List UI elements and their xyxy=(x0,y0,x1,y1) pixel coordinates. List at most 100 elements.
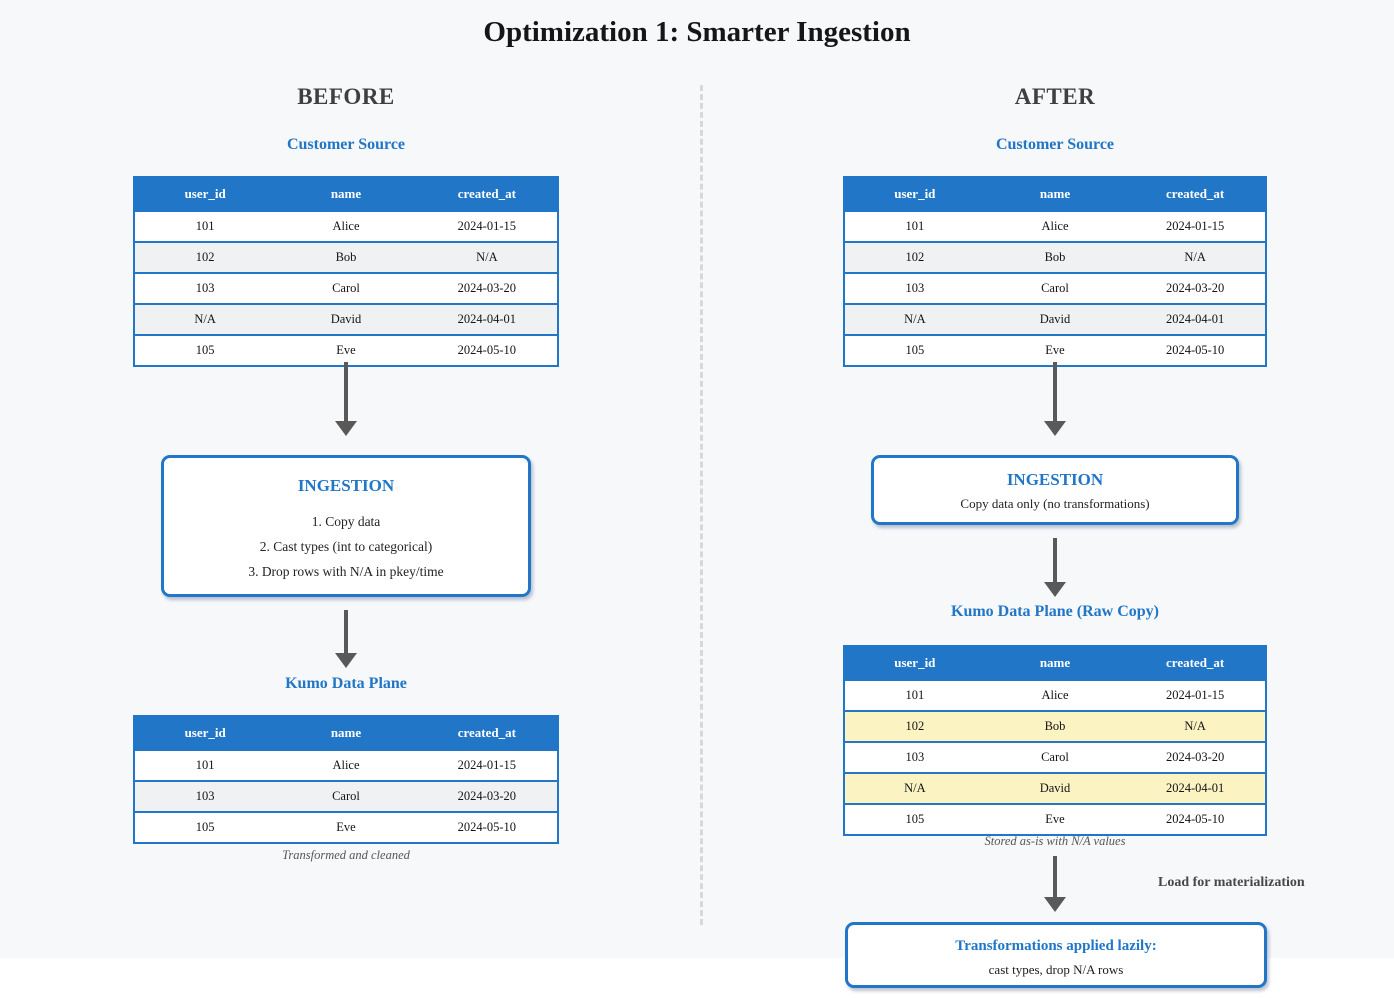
table-row: 102 Bob N/A xyxy=(844,710,1266,742)
before-heading: BEFORE xyxy=(297,84,395,109)
flow-arrow xyxy=(335,610,357,668)
table-cell: 2024-01-15 xyxy=(1125,210,1266,242)
table-cell: 101 xyxy=(134,749,276,781)
table-cell: 103 xyxy=(844,272,985,304)
arrow-stem xyxy=(1053,362,1057,421)
table-cell: N/A xyxy=(1125,241,1266,273)
ingestion-step: 3. Drop rows with N/A in pkey/time xyxy=(248,564,444,579)
arrow-head-icon xyxy=(1044,582,1066,597)
after-source-table: user_id name created_at 101 Alice 2024-01-15 1… xyxy=(843,176,1267,367)
after-ingestion-title: INGESTION xyxy=(1006,470,1104,489)
table-cell: 2024-05-10 xyxy=(1125,803,1266,835)
table-row: 103 Carol 2024-03-20 xyxy=(134,780,558,812)
table-row: N/A David 2024-04-01 xyxy=(134,303,558,335)
table-row: 103 Carol 2024-03-20 xyxy=(844,272,1266,304)
table-header-row: user_id name created_at xyxy=(134,716,558,750)
column-header: name xyxy=(984,177,1126,211)
table-cell: 101 xyxy=(844,210,985,242)
flow-arrow xyxy=(335,362,357,436)
table-cell: 105 xyxy=(844,803,985,835)
column-header: created_at xyxy=(416,716,558,750)
before-after-divider xyxy=(700,85,703,925)
table-cell: Alice xyxy=(275,210,417,242)
lazy-box-title: Transformations applied lazily: xyxy=(955,938,1157,954)
table-cell: 2024-01-15 xyxy=(416,210,558,242)
lazy-transformations-box: Transformations applied lazily: cast typ… xyxy=(845,922,1267,988)
table-cell: Eve xyxy=(984,334,1126,366)
table-cell: David xyxy=(275,303,417,335)
table-cell: N/A xyxy=(1125,710,1266,742)
ingestion-step: 2. Cast types (int to categorical) xyxy=(259,539,433,554)
table-row: N/A David 2024-04-01 xyxy=(844,303,1266,335)
table-cell: 105 xyxy=(844,334,985,366)
materialization-arrow-label: Load for materialization xyxy=(1158,875,1305,890)
table-cell: Carol xyxy=(984,272,1126,304)
column-header: user_id xyxy=(844,646,985,680)
page-title: Optimization 1: Smarter Ingestion xyxy=(483,16,911,48)
table-row: 103 Carol 2024-03-20 xyxy=(844,741,1266,773)
table-cell: 2024-03-20 xyxy=(1125,272,1266,304)
table-row: 101 Alice 2024-01-15 xyxy=(134,210,558,242)
table-cell: Carol xyxy=(984,741,1126,773)
table-row: 103 Carol 2024-03-20 xyxy=(134,272,558,304)
table-cell: 105 xyxy=(134,334,276,366)
table-cell: Eve xyxy=(275,334,417,366)
table-row: 105 Eve 2024-05-10 xyxy=(134,334,558,366)
after-heading: AFTER xyxy=(1014,84,1096,109)
table-cell: 2024-05-10 xyxy=(1125,334,1266,366)
table-cell: 2024-04-01 xyxy=(1125,303,1266,335)
arrow-stem xyxy=(344,610,348,653)
table-cell: 102 xyxy=(134,241,276,273)
after-ingestion-subtitle: Copy data only (no transformations) xyxy=(960,496,1150,511)
table-cell: Eve xyxy=(275,811,417,843)
table-cell: 2024-04-01 xyxy=(416,303,558,335)
table-cell: David xyxy=(984,303,1126,335)
table-cell: Bob xyxy=(275,241,417,273)
arrow-head-icon xyxy=(1044,421,1066,436)
table-header-row: user_id name created_at xyxy=(134,177,558,211)
table-cell: N/A xyxy=(844,772,985,804)
before-source-table-title: Customer Source xyxy=(286,136,406,153)
after-source-table-title: Customer Source xyxy=(995,136,1115,153)
arrow-stem xyxy=(344,362,348,421)
table-row: N/A David 2024-04-01 xyxy=(844,772,1266,804)
table-cell: N/A xyxy=(416,241,558,273)
table-row: 105 Eve 2024-05-10 xyxy=(134,811,558,843)
table-cell: 105 xyxy=(134,811,276,843)
table-row: 102 Bob N/A xyxy=(844,241,1266,273)
column-header: user_id xyxy=(134,177,276,211)
ingestion-step: 1. Copy data xyxy=(311,514,381,529)
table-cell: 101 xyxy=(844,679,985,711)
arrow-head-icon xyxy=(1044,897,1066,912)
table-row: 101 Alice 2024-01-15 xyxy=(844,210,1266,242)
before-result-table-title: Kumo Data Plane xyxy=(285,675,407,692)
column-header: user_id xyxy=(844,177,985,211)
after-result-table-title: Kumo Data Plane (Raw Copy) xyxy=(951,603,1159,620)
arrow-stem xyxy=(1053,538,1057,582)
table-cell: 2024-04-01 xyxy=(1125,772,1266,804)
before-source-table: user_id name created_at 101 Alice 2024-01-15 1… xyxy=(133,176,559,367)
before-ingestion-title: INGESTION xyxy=(297,476,395,495)
column-header: created_at xyxy=(416,177,558,211)
table-cell: Bob xyxy=(984,710,1126,742)
table-cell: 101 xyxy=(134,210,276,242)
table-cell: Carol xyxy=(275,272,417,304)
table-cell: 2024-03-20 xyxy=(1125,741,1266,773)
after-ingestion-box: INGESTION Copy data only (no transformat… xyxy=(871,455,1239,525)
before-ingestion-box: INGESTION 1. Copy data 2. Cast types (in… xyxy=(161,455,531,597)
table-cell: 2024-01-15 xyxy=(416,749,558,781)
lazy-box-subtitle: cast types, drop N/A rows xyxy=(988,962,1124,977)
table-cell: Alice xyxy=(984,210,1126,242)
column-header: name xyxy=(275,716,417,750)
table-header-row: user_id name created_at xyxy=(844,646,1266,680)
flow-arrow xyxy=(1044,538,1066,597)
flow-arrow xyxy=(1044,362,1066,436)
table-cell: 103 xyxy=(134,780,276,812)
table-cell: 103 xyxy=(844,741,985,773)
table-row: 101 Alice 2024-01-15 xyxy=(844,679,1266,711)
table-cell: 2024-01-15 xyxy=(1125,679,1266,711)
after-result-table: user_id name created_at 101 Alice 2024-01-15 1… xyxy=(843,645,1267,836)
arrow-stem xyxy=(1053,856,1057,897)
column-header: created_at xyxy=(1125,646,1266,680)
